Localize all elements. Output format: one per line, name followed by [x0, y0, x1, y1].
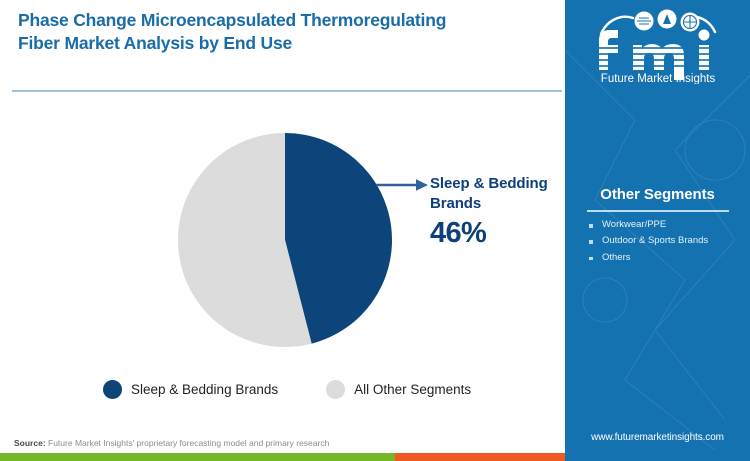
title-divider: [12, 90, 562, 92]
source-label: Source:: [14, 438, 46, 448]
callout-percentage-value: 46%: [430, 216, 487, 249]
list-item-label: Others: [602, 251, 631, 263]
logo-tagline: Future Market Insights: [601, 73, 716, 84]
legend-item-sleep-bedding: Sleep & Bedding Brands: [103, 380, 278, 399]
other-segments-heading: Other Segments: [600, 186, 715, 203]
bar-segment-orange: [395, 453, 565, 461]
source-note: Source: Future Market Insights' propriet…: [14, 438, 329, 448]
pie-slice: [285, 133, 392, 344]
source-text: Future Market Insights' proprietary fore…: [45, 438, 330, 448]
callout-arrow-icon: [376, 179, 428, 191]
legend-item-other-segments: All Other Segments: [326, 380, 471, 399]
pie-slice: [178, 133, 312, 347]
bullet-icon: [589, 224, 593, 228]
other-segments-list: Workwear/PPE Outdoor & Sports Brands Oth…: [587, 217, 745, 266]
callout-name-line2: Brands: [430, 195, 482, 213]
logo-wordmark: [599, 29, 710, 80]
legend-swatch-icon: [326, 380, 346, 399]
main-content-area: Phase Change Microencapsulated Thermoreg…: [12, 10, 562, 448]
page-title: Phase Change Microencapsulated Thermoreg…: [18, 10, 447, 54]
bullet-icon: [589, 240, 593, 244]
legend-label: All Other Segments: [354, 382, 472, 397]
logo-ornament-icon: [599, 9, 717, 36]
website-url[interactable]: www.futuremarketinsights.com: [591, 432, 724, 443]
pie-chart: [178, 133, 392, 347]
callout-name-line1: Sleep & Bedding: [430, 175, 548, 192]
bar-segment-green: [0, 453, 395, 461]
list-item: Workwear/PPE: [587, 217, 745, 233]
right-brand-panel: Future Market Insights Other Segments Wo…: [565, 0, 750, 461]
legend-swatch-icon: [103, 380, 122, 399]
other-segments-divider: [587, 210, 729, 212]
legend-label: Sleep & Bedding Brands: [131, 382, 279, 397]
list-item-label: Workwear/PPE: [602, 219, 667, 230]
bullet-icon: [589, 256, 593, 261]
pie-chart-svg: [178, 133, 392, 347]
list-item-label: Outdoor & Sports Brands: [602, 235, 709, 247]
fmi-logo: Future Market Insights: [595, 9, 721, 84]
chart-legend: Sleep & Bedding Brands All Other Segment…: [103, 380, 471, 399]
panel-texture-decoration: [565, 49, 750, 451]
list-item: Outdoor & Sports Brands: [587, 233, 745, 249]
callout-segment-name: Sleep & Bedding Brands: [430, 174, 575, 215]
list-item: Others: [587, 250, 745, 266]
callout-label-group: Sleep & Bedding Brands 46%: [430, 174, 575, 249]
